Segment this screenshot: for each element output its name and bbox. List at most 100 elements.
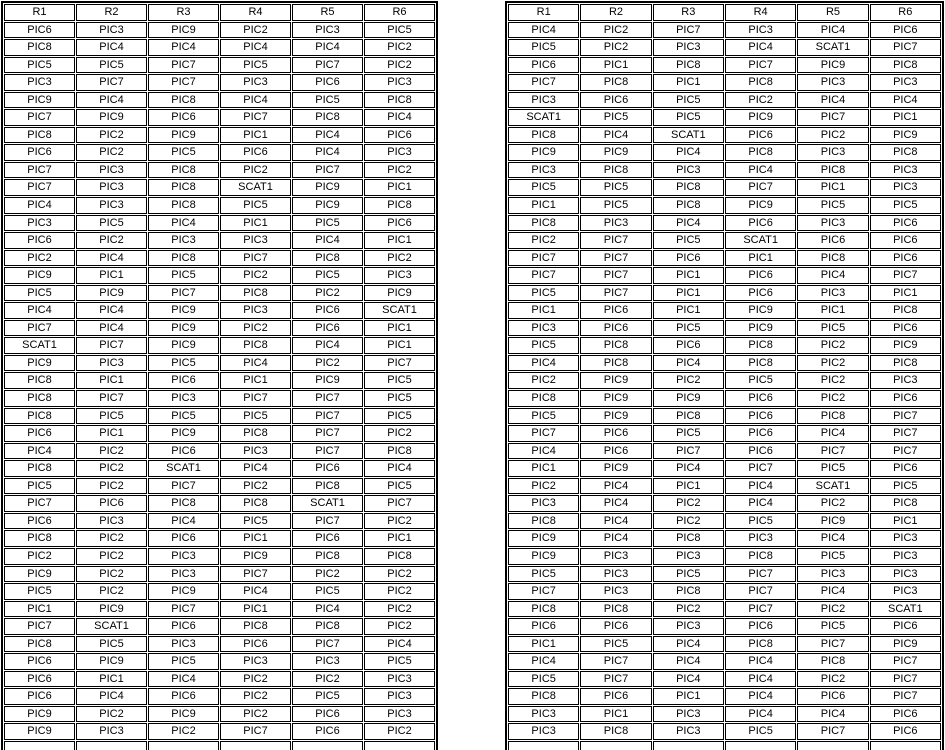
- table-row: PIC3 PIC7 PIC7 PIC3 PIC6 PIC3: [4, 74, 435, 91]
- table-cell: PIC8: [724, 635, 797, 653]
- table-cell: PIC6: [292, 723, 363, 740]
- table-cell: PIC3: [580, 583, 652, 600]
- table-cell: PIC4: [797, 91, 869, 109]
- table-cell: PIC8: [869, 354, 941, 372]
- table-cell: PIC8: [292, 618, 363, 635]
- table-cell: [220, 740, 291, 750]
- table-cell: PIC2: [652, 495, 724, 512]
- table-cell: SCAT1: [797, 39, 869, 56]
- table-row: PIC1 PIC9 PIC4 PIC7 PIC5 PIC6: [508, 460, 941, 477]
- table-cell: PIC2: [148, 723, 219, 740]
- header-row: R1 R2 R3 R4 R5 R6: [4, 4, 435, 21]
- table-cell: PIC2: [508, 372, 580, 390]
- table-cell: PIC8: [364, 197, 435, 214]
- table-cell: PIC6: [724, 284, 797, 302]
- table-cell: PIC3: [508, 91, 580, 109]
- table-cell: PIC1: [76, 670, 147, 688]
- table-cell: PIC7: [508, 583, 580, 600]
- table-cell: PIC5: [508, 670, 580, 688]
- table-cell: PIC9: [797, 56, 869, 74]
- right-grid-container: R1 R2 R3 R4 R5 R6 PIC4 PIC2 PIC7 PIC3 PIC4 PIC6 PIC…: [505, 1, 944, 750]
- table-cell: PIC8: [4, 126, 75, 144]
- table-cell: PIC9: [724, 319, 797, 337]
- table-cell: PIC4: [292, 337, 363, 354]
- table-row: PIC7 PIC3 PIC8 PIC7 PIC4 PIC3: [508, 583, 941, 600]
- table-cell: PIC8: [580, 723, 652, 740]
- table-cell: PIC7: [220, 390, 291, 407]
- table-cell: PIC3: [76, 723, 147, 740]
- table-cell: PIC7: [292, 407, 363, 425]
- table-cell: PIC6: [869, 232, 941, 249]
- table-cell: PIC8: [292, 109, 363, 126]
- table-cell: PIC8: [508, 214, 580, 232]
- table-row: PIC9 PIC3 PIC2 PIC7 PIC6 PIC2: [4, 723, 435, 740]
- table-cell: PIC9: [76, 653, 147, 670]
- table-row: PIC7 PIC9 PIC6 PIC7 PIC8 PIC4: [4, 109, 435, 126]
- table-cell: SCAT1: [652, 126, 724, 144]
- table-cell: PIC6: [4, 670, 75, 688]
- table-cell: PIC4: [508, 442, 580, 460]
- table-row: PIC1 PIC6 PIC1 PIC9 PIC1 PIC8: [508, 302, 941, 319]
- table-cell: PIC4: [292, 39, 363, 56]
- table-row: PIC7 SCAT1 PIC6 PIC8 PIC8 PIC2: [4, 618, 435, 635]
- table-cell: PIC9: [508, 144, 580, 161]
- table-cell: PIC6: [869, 390, 941, 407]
- table-cell: PIC6: [292, 530, 363, 547]
- table-cell: PIC9: [148, 126, 219, 144]
- table-cell: PIC1: [797, 302, 869, 319]
- table-cell: PIC6: [652, 249, 724, 267]
- table-cell: PIC9: [148, 337, 219, 354]
- table-cell: PIC9: [4, 723, 75, 740]
- table-cell: PIC8: [148, 495, 219, 512]
- table-cell: PIC9: [4, 705, 75, 723]
- table-cell: PIC4: [724, 39, 797, 56]
- table-cell: PIC8: [364, 547, 435, 565]
- table-cell: PIC8: [508, 600, 580, 618]
- table-cell: PIC4: [724, 477, 797, 495]
- table-cell: PIC7: [292, 161, 363, 179]
- table-cell: PIC9: [76, 109, 147, 126]
- table-cell: PIC8: [220, 618, 291, 635]
- column-header: R2: [580, 4, 652, 21]
- table-cell: PIC5: [508, 179, 580, 197]
- table-cell: PIC1: [220, 372, 291, 390]
- table-row: PIC8 PIC5 PIC5 PIC5 PIC7 PIC5: [4, 407, 435, 425]
- table-cell: PIC7: [220, 109, 291, 126]
- table-row: PIC2 PIC4 PIC8 PIC7 PIC8 PIC2: [4, 249, 435, 267]
- table-row: PIC9 PIC4 PIC8 PIC3 PIC4 PIC3: [508, 530, 941, 547]
- table-row: PIC2 PIC7 PIC5 SCAT1 PIC6 PIC6: [508, 232, 941, 249]
- table-cell: PIC8: [4, 460, 75, 477]
- table-cell: PIC2: [580, 21, 652, 39]
- table-row: PIC9 PIC2 PIC3 PIC7 PIC2 PIC2: [4, 565, 435, 583]
- table-cell: PIC9: [580, 460, 652, 477]
- table-cell: PIC6: [652, 337, 724, 354]
- table-cell: PIC6: [724, 442, 797, 460]
- table-cell: PIC8: [580, 600, 652, 618]
- table-cell: PIC7: [869, 425, 941, 442]
- table-cell: PIC5: [364, 21, 435, 39]
- table-cell: PIC2: [76, 232, 147, 249]
- table-cell: PIC9: [292, 179, 363, 197]
- table-cell: PIC2: [220, 161, 291, 179]
- table-cell: PIC8: [4, 390, 75, 407]
- table-cell: PIC8: [797, 407, 869, 425]
- table-cell: PIC4: [797, 583, 869, 600]
- table-cell: PIC3: [869, 583, 941, 600]
- table-cell: PIC1: [869, 109, 941, 126]
- table-cell: PIC5: [508, 407, 580, 425]
- table-row: SCAT1 PIC7 PIC9 PIC8 PIC4 PIC1: [4, 337, 435, 354]
- table-cell: PIC8: [220, 337, 291, 354]
- table-cell: PIC2: [364, 583, 435, 600]
- table-row: PIC9 PIC2 PIC9 PIC2 PIC6 PIC3: [4, 705, 435, 723]
- table-cell: PIC1: [220, 600, 291, 618]
- table-cell: PIC4: [508, 653, 580, 670]
- table-cell: PIC7: [4, 161, 75, 179]
- table-row: PIC8 PIC4 PIC4 PIC4 PIC4 PIC2: [4, 39, 435, 56]
- partial-clipped-row: [508, 740, 941, 750]
- table-cell: PIC7: [148, 477, 219, 495]
- table-row: PIC6 PIC3 PIC4 PIC5 PIC7 PIC2: [4, 512, 435, 530]
- table-row: PIC5 PIC2 PIC3 PIC4 SCAT1 PIC7: [508, 39, 941, 56]
- table-row: PIC3 PIC5 PIC4 PIC1 PIC5 PIC6: [4, 214, 435, 232]
- table-cell: PIC6: [364, 214, 435, 232]
